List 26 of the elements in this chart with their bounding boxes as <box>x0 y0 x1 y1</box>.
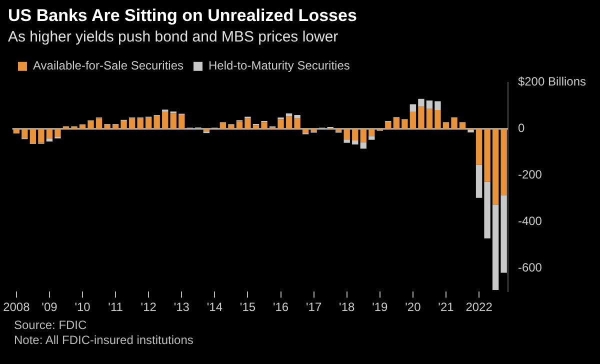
chart-subtitle: As higher yields push bond and MBS prices lower <box>8 28 338 46</box>
x-tick-label: '09 <box>42 300 58 314</box>
y-tick-label: $200 Billions <box>518 74 586 89</box>
text: Note: All FDIC-insured institutions <box>14 333 194 348</box>
x-tick-label: '20 <box>405 300 422 314</box>
source-note: Source: FDIC <box>14 318 88 333</box>
x-tick-label: '19 <box>372 300 388 314</box>
chart-title: US Banks Are Sitting on Unrealized Losses <box>8 6 357 25</box>
x-tick-label: 2022 <box>466 300 493 314</box>
x-tick-label: '18 <box>339 300 356 314</box>
x-tick-label: '21 <box>438 300 454 314</box>
x-tick-label: '16 <box>272 300 289 314</box>
x-tick-label: '15 <box>240 300 256 314</box>
x-tick-label: '17 <box>306 300 322 314</box>
y-tick-label: -200 <box>518 168 542 182</box>
y-tick-label: 0 <box>518 121 525 136</box>
x-tick-label: '14 <box>206 300 223 314</box>
legend-label: Available-for-Sale Securities <box>33 58 184 73</box>
y-tick-label: -600 <box>518 260 542 275</box>
x-tick-label: 2008 <box>3 300 30 314</box>
y-tick-label: -400 <box>518 214 542 228</box>
x-tick-label: '10 <box>74 300 91 314</box>
x-tick-label: '11 <box>108 300 124 314</box>
legend-label: Held-to-Maturity Securities <box>208 58 350 73</box>
x-tick-label: '12 <box>140 300 157 314</box>
x-tick-label: '13 <box>174 300 190 314</box>
